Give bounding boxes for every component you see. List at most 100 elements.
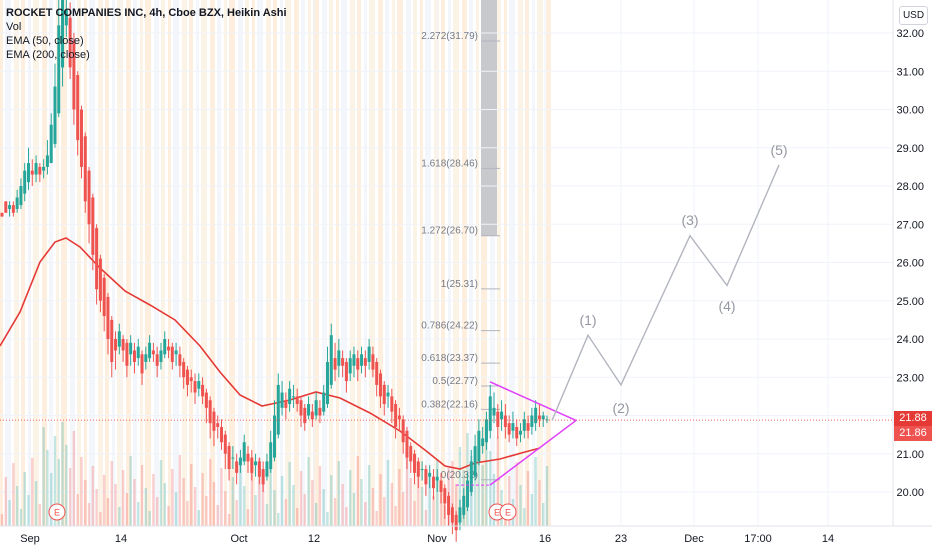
volume-bar [34,481,38,526]
volume-bar [129,456,132,526]
volume-bar [216,505,219,526]
earnings-marker-icon[interactable] [48,503,66,521]
wave-label[interactable]: (4) [718,298,735,314]
volume-bar [155,497,159,526]
price-tick-label: 26.00 [896,258,924,270]
candle-body [488,396,492,431]
earnings-marker-icon[interactable] [499,503,517,521]
volume-bar [190,464,193,526]
candle-body [303,407,307,424]
volume-bar [303,494,306,526]
candle-body [220,426,224,443]
volume-bar [277,513,280,526]
volume-bar [121,470,125,526]
volume-bar [284,499,288,526]
currency-button[interactable]: USD [899,6,928,25]
candle-body [363,358,367,366]
candle-body [394,404,398,427]
volume-bar [526,471,530,526]
candle-body [170,346,174,362]
wave-label[interactable]: (1) [579,312,596,328]
candle-body [208,400,212,424]
candle-body [250,457,254,473]
candle-body [537,415,541,420]
volume-bar [379,474,382,526]
candle-body [257,461,261,477]
volume-bar [102,475,106,526]
candle-body [254,461,258,466]
candle-body [212,411,216,431]
volume-bar [296,508,299,526]
candle-body [284,400,288,408]
volume-bar [413,501,416,526]
candle-body [79,109,83,167]
volume-bar [375,511,378,526]
candle-body [185,369,189,385]
volume-bar [159,460,163,526]
time-tick-label: 14 [822,533,834,545]
volume-bar [288,462,291,526]
candle-body [503,415,507,427]
candle-body [329,335,333,385]
ema-200-label[interactable]: EMA (200, close) [6,49,90,61]
volume-bar [352,493,356,526]
volume-bar [292,485,295,526]
volume-bar [356,456,359,526]
wave-label[interactable]: (3) [681,212,698,228]
volume-bar [15,486,19,526]
time-tick-label: Sep [20,533,40,545]
candle-body [522,419,526,431]
second-price-tag: 21.86 [894,426,932,442]
fib-label: 0.786(24.22) [421,321,478,332]
candle-body [223,434,227,454]
candle-body [167,346,171,351]
candle-body [314,400,318,416]
candle-body [204,392,208,408]
candle-body [477,430,481,462]
volume-indicator-label[interactable]: Vol [6,21,22,33]
candle-body [420,469,424,471]
candle-body [235,461,239,473]
candle-body [405,430,409,458]
volume-bar [417,464,420,526]
candle-body [450,507,454,523]
candle-body [507,423,511,435]
time-tick-label: 23 [615,533,627,545]
candle-body [121,339,125,351]
triangle-pattern [489,381,578,486]
wave-label[interactable]: (5) [770,142,787,158]
candle-body [261,469,265,485]
volume-bar [401,492,405,526]
symbol-title[interactable]: ROCKET COMPANIES INC, 4h, Cboe BZX, Heik… [6,7,287,19]
volume-bar [318,466,322,526]
candle-body [95,228,99,290]
volume-bar [485,428,488,526]
candle-body [447,495,451,515]
candle-body [310,411,314,420]
candles [0,0,549,542]
volume-bar [178,455,182,526]
candle-body [473,446,477,477]
volume-bar [46,450,49,526]
volume-bar [530,494,534,526]
candle-body [102,277,106,317]
volume-bar [273,490,276,526]
wave-label[interactable]: (2) [612,400,629,416]
volume-bar [76,494,79,526]
volume-bar [534,457,537,526]
candle-body [140,354,144,374]
volume-bar [38,504,42,526]
candle-body [291,396,295,398]
candle-body [110,319,114,362]
volume-bar [246,509,250,526]
ema-50-label[interactable]: EMA (50, close) [6,35,84,47]
volume-bar [12,463,15,526]
candle-body [242,442,246,462]
candle-body [371,354,375,370]
volume-bar [326,512,329,526]
volume-bar [261,481,265,526]
volume-bar [193,487,197,526]
candle-body [469,461,473,492]
